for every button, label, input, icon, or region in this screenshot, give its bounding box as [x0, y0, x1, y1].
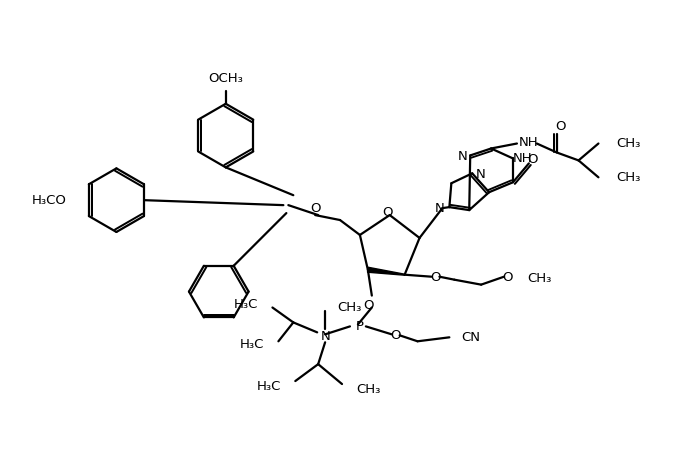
Text: N: N [475, 168, 485, 181]
Text: O: O [528, 153, 538, 166]
Text: N: N [321, 330, 331, 343]
Text: O: O [382, 206, 393, 218]
Text: CH₃: CH₃ [337, 301, 362, 314]
Text: H₃C: H₃C [234, 298, 258, 311]
Text: CH₃: CH₃ [356, 383, 380, 395]
Text: O: O [310, 202, 320, 215]
Text: O: O [555, 120, 566, 133]
Text: H₃C: H₃C [240, 338, 265, 351]
Polygon shape [367, 267, 404, 275]
Text: NH: NH [519, 136, 539, 149]
Text: P: P [356, 320, 364, 333]
Text: H₃CO: H₃CO [32, 194, 67, 207]
Text: CH₃: CH₃ [617, 137, 641, 150]
Text: OCH₃: OCH₃ [208, 72, 243, 85]
Text: N: N [435, 202, 444, 215]
Text: CN: CN [462, 331, 481, 344]
Text: O: O [430, 271, 441, 284]
Text: NH: NH [513, 152, 533, 165]
Text: H₃C: H₃C [257, 380, 281, 393]
Text: O: O [503, 271, 513, 284]
Text: CH₃: CH₃ [617, 171, 641, 184]
Text: O: O [364, 299, 374, 312]
Text: O: O [391, 329, 401, 342]
Text: N: N [457, 150, 467, 163]
Text: CH₃: CH₃ [528, 272, 552, 285]
